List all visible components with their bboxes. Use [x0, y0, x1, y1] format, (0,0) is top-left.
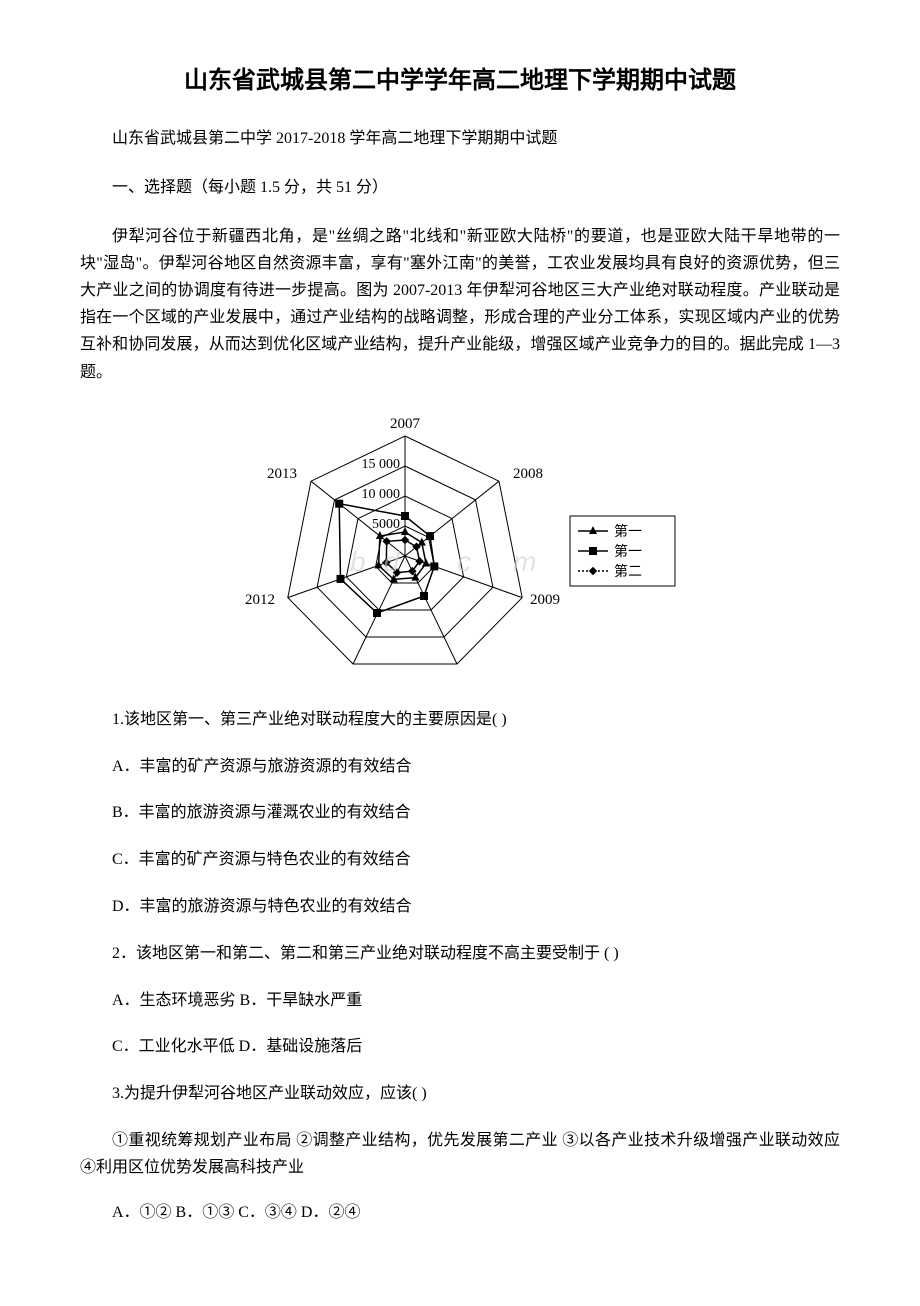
question-2-options-ab: A．生态环境恶劣 B．干旱缺水严重	[80, 987, 840, 1016]
question-1-option-c: C．丰富的矿产资源与特色农业的有效结合	[80, 846, 840, 875]
section-label: 一、选择题（每小题 1.5 分，共 51 分）	[80, 174, 840, 203]
question-1-option-d: D．丰富的旅游资源与特色农业的有效结合	[80, 893, 840, 922]
ring-label-2: 10 000	[362, 487, 401, 502]
legend-3: 第二	[614, 563, 642, 580]
year-2008: 2008	[513, 466, 543, 482]
question-2-options-cd: C．工业化水平低 D．基础设施落后	[80, 1033, 840, 1062]
ring-label-3: 15 000	[362, 457, 401, 472]
question-1-option-a: A．丰富的矿产资源与旅游资源的有效结合	[80, 753, 840, 782]
question-3-stem: 3.为提升伊犁河谷地区产业联动效应，应该( )	[80, 1080, 840, 1109]
question-1-stem: 1.该地区第一、第三产业绝对联动程度大的主要原因是( )	[80, 706, 840, 735]
legend-1: 第一	[614, 523, 642, 540]
page-title: 山东省武城县第二中学学年高二地理下学期期中试题	[80, 60, 840, 95]
radar-chart: 5000 10 000 15 000 2007 2008 2009 2012 2…	[220, 406, 680, 686]
year-2012: 2012	[245, 592, 275, 608]
subtitle: 山东省武城县第二中学 2017-2018 学年高二地理下学期期中试题	[80, 125, 840, 154]
ring-label-1: 5000	[372, 517, 400, 532]
question-3-options: A．①② B．①③ C．③④ D．②④	[80, 1199, 840, 1228]
passage-text: 伊犁河谷位于新疆西北角，是"丝绸之路"北线和"新亚欧大陆桥"的要道，也是亚欧大陆…	[80, 223, 840, 386]
question-2-stem: 2．该地区第一和第二、第二和第三产业绝对联动程度不高主要受制于 ( )	[80, 940, 840, 969]
year-2009: 2009	[530, 592, 560, 608]
year-2007: 2007	[390, 416, 421, 432]
year-2013: 2013	[267, 466, 297, 482]
question-1-option-b: B．丰富的旅游资源与灌溉农业的有效结合	[80, 799, 840, 828]
question-3-items: ①重视统筹规划产业布局 ②调整产业结构，优先发展第二产业 ③以各产业技术升级增强…	[80, 1127, 840, 1181]
legend-2: 第一	[614, 543, 642, 560]
